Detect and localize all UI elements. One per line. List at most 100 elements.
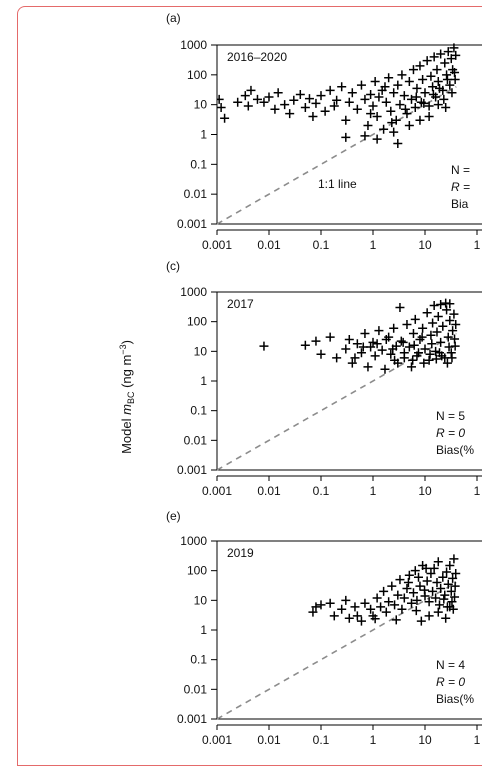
- data-point: [332, 353, 342, 363]
- data-point: [356, 616, 366, 626]
- data-point: [329, 101, 339, 111]
- panel-c: (c)1000 100 10 1 0.1 0.01 0.001 0.001 0.01 0.1 1 10…: [166, 259, 482, 498]
- data-point: [311, 602, 321, 612]
- data-point: [374, 326, 384, 336]
- data-point: [366, 604, 376, 614]
- data-point: [429, 52, 439, 62]
- data-point: [337, 604, 347, 614]
- data-point: [449, 309, 459, 319]
- data-point: [426, 71, 436, 81]
- data-point: [433, 557, 443, 567]
- data-point: [347, 88, 357, 98]
- y-axis-title: Model mBC (ng m−3): [118, 340, 136, 454]
- data-point: [384, 73, 394, 83]
- data-point: [424, 597, 434, 607]
- data-point: [424, 112, 434, 122]
- data-point: [360, 94, 370, 104]
- x-tick-label: 10: [418, 484, 432, 498]
- data-point: [419, 358, 429, 368]
- x-tick-label: 0.01: [257, 484, 281, 498]
- data-point: [393, 80, 403, 90]
- data-point: [368, 337, 378, 347]
- data-point: [404, 76, 414, 86]
- point-group: [308, 554, 461, 626]
- data-point: [424, 355, 434, 365]
- data-point: [264, 92, 274, 102]
- stats-line: Bias(%: [436, 443, 474, 457]
- data-point: [300, 340, 310, 350]
- data-point: [421, 563, 431, 573]
- data-point: [341, 344, 351, 354]
- data-point: [411, 606, 421, 616]
- data-point: [384, 597, 394, 607]
- data-point: [386, 106, 396, 116]
- data-point: [395, 575, 405, 585]
- data-point: [434, 348, 444, 358]
- data-point: [446, 586, 456, 596]
- data-point: [442, 567, 452, 577]
- data-point: [311, 98, 321, 108]
- panel-e: (e) 1000 100 10 1 0.1 0.01 0.001 0.001 0.01 0.1 1 10…: [166, 509, 482, 747]
- data-point: [316, 91, 326, 101]
- data-point: [332, 95, 342, 105]
- data-point: [393, 138, 403, 148]
- data-point: [273, 88, 283, 98]
- data-point: [370, 614, 380, 624]
- data-point: [445, 299, 455, 309]
- stats-line: R = 0: [436, 426, 465, 440]
- data-point: [450, 67, 460, 77]
- data-point: [410, 314, 420, 324]
- x-tick-label: 1: [370, 733, 377, 747]
- panel-label: (a): [166, 11, 181, 25]
- data-point: [447, 353, 457, 363]
- data-point: [408, 65, 418, 75]
- data-point: [387, 581, 397, 591]
- data-point: [436, 49, 446, 59]
- data-point: [451, 320, 461, 330]
- data-point: [295, 89, 305, 99]
- x-tick-label: 0.001: [202, 238, 232, 252]
- data-point: [420, 344, 430, 354]
- data-point: [448, 326, 458, 336]
- data-point: [311, 336, 321, 346]
- data-point: [429, 563, 439, 573]
- data-point: [360, 131, 370, 141]
- data-point: [396, 336, 406, 346]
- data-point: [243, 101, 253, 111]
- data-point: [356, 348, 366, 358]
- data-point: [433, 76, 443, 86]
- data-point: [341, 132, 351, 142]
- data-point: [412, 595, 422, 605]
- panel-label: (c): [166, 259, 180, 273]
- data-point: [408, 328, 418, 338]
- data-point: [440, 590, 450, 600]
- data-point: [447, 597, 457, 607]
- y-tick-label: 1000: [180, 285, 207, 299]
- data-point: [409, 340, 419, 350]
- y-tick-label: 10: [194, 593, 208, 607]
- data-point: [440, 58, 450, 68]
- data-point: [325, 85, 335, 95]
- data-point: [444, 342, 454, 352]
- data-point: [439, 594, 449, 604]
- x-tick-label: 0.01: [257, 733, 281, 747]
- data-point: [316, 600, 326, 610]
- data-point: [280, 100, 290, 110]
- data-point: [418, 74, 428, 84]
- data-point: [447, 88, 457, 98]
- data-point: [412, 83, 422, 93]
- x-tick-label: 0.001: [202, 733, 232, 747]
- data-point: [360, 328, 370, 338]
- panel-a: (a) 1000 100 10 1 0.1 0.01 0.001 0.001 0.01 0.1 1 10…: [166, 11, 482, 252]
- data-point: [285, 109, 295, 119]
- data-point: [316, 349, 326, 359]
- data-point: [337, 82, 347, 92]
- data-point: [432, 577, 442, 587]
- data-point: [402, 320, 412, 330]
- data-point: [350, 602, 360, 612]
- data-point: [372, 112, 382, 122]
- data-point: [379, 124, 389, 134]
- y-tick-label: 0.01: [184, 433, 208, 447]
- data-point: [410, 566, 420, 576]
- data-point: [425, 349, 435, 359]
